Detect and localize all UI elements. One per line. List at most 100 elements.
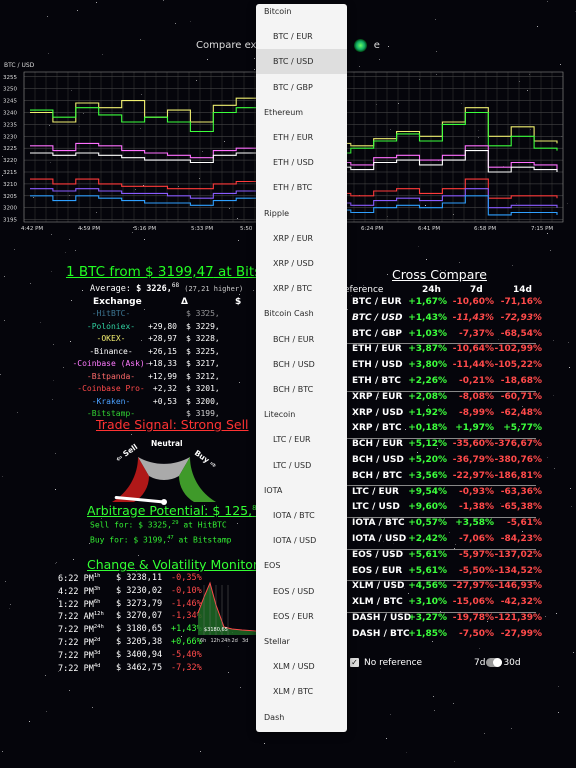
- star: [484, 732, 486, 734]
- menu-option[interactable]: IOTA / USD: [273, 536, 317, 546]
- cross-compare-title: Cross Compare: [392, 267, 487, 282]
- cross-compare-row[interactable]: XRP / EUR +2,08% -8,08% -60,71%: [346, 392, 576, 408]
- star: [478, 136, 480, 138]
- menu-option[interactable]: BCH / USD: [273, 359, 315, 369]
- app-logo-icon[interactable]: [354, 39, 367, 52]
- star: [570, 505, 572, 507]
- vol-price: $ 3400,94: [116, 649, 163, 660]
- cross-compare-row[interactable]: BCH / USD +5,20% -36,79% -380,76%: [346, 455, 576, 471]
- star: [478, 129, 480, 131]
- cc-col-7d[interactable]: 7d: [470, 285, 483, 295]
- menu-option[interactable]: BCH / BTC: [273, 385, 314, 394]
- menu-option[interactable]: BTC / GBP: [273, 82, 313, 92]
- cross-compare-row[interactable]: BTC / GBP +1,03% -7,37% -68,54%: [346, 329, 576, 345]
- cc-pair: LTC / USD: [352, 502, 400, 513]
- period-toggle[interactable]: 7d 30d: [474, 658, 521, 668]
- cc-col-14d[interactable]: 14d: [513, 285, 532, 295]
- arbitrage-sell-text: Sell for: $ 3325,: [90, 520, 172, 530]
- average-note: (27,21 higher): [184, 284, 244, 293]
- gauge-buy-zone: [179, 456, 216, 502]
- menu-option[interactable]: XRP / USD: [273, 259, 314, 268]
- cc-change-24h: +1,43%: [408, 312, 447, 323]
- no-reference-checkbox[interactable]: ✓ No reference: [350, 658, 422, 668]
- exchange-row[interactable]: -Coinbase Pro- +2,32 $ 3201,: [0, 384, 270, 395]
- star: [71, 299, 73, 301]
- exchange-price: $ 3325,: [186, 309, 220, 318]
- x-tick-label: 5:33 PM: [191, 226, 213, 232]
- cc-pair: BCH / USD: [352, 455, 404, 465]
- toggle-switch[interactable]: [486, 658, 503, 667]
- cross-compare-row[interactable]: XRP / USD +1,92% -8,99% -62,48%: [346, 408, 576, 424]
- star: [73, 559, 75, 561]
- menu-option[interactable]: ETH / BTC: [273, 183, 313, 193]
- menu-option[interactable]: LTC / USD: [273, 460, 312, 470]
- star: [1, 156, 3, 158]
- cross-compare-row[interactable]: DASH / USD +3,27% -19,78% -121,39%: [346, 613, 576, 629]
- menu-option[interactable]: XRP / BTC: [273, 284, 313, 294]
- cross-compare-row[interactable]: ETH / USD +3,80% -11,44% -105,22%: [346, 360, 576, 376]
- cross-compare-row[interactable]: LTC / USD +9,60% -1,38% -65,38%: [346, 502, 576, 518]
- cross-compare-row[interactable]: ETH / EUR +3,87% -10,64% -102,99%: [346, 344, 576, 360]
- average-label: Average:: [90, 283, 137, 294]
- cc-change-24h: +2,26%: [408, 376, 447, 386]
- menu-option[interactable]: IOTA / BTC: [273, 511, 315, 520]
- star: [557, 711, 559, 713]
- cross-compare-row[interactable]: XLM / BTC +3,10% -15,06% -42,32%: [346, 597, 576, 613]
- exchange-name: -Poloniex-: [86, 321, 136, 331]
- menu-option[interactable]: BCH / EUR: [273, 334, 315, 344]
- cc-change-14d: -72,93%: [500, 312, 542, 323]
- cc-change-24h: +5,12%: [408, 439, 447, 450]
- cc-col-reference[interactable]: eference: [344, 285, 384, 295]
- cross-compare-row[interactable]: BTC / USD +1,43% -11,43% -72,93%: [346, 313, 576, 329]
- menu-option[interactable]: BTC / EUR: [273, 32, 313, 42]
- vol-mini-label: 2d: [232, 638, 238, 644]
- cross-compare-row[interactable]: LTC / EUR +9,54% -0,93% -63,36%: [346, 487, 576, 503]
- cross-compare-row[interactable]: XRP / BTC +0,18% +1,97% +5,77%: [346, 423, 576, 439]
- cross-compare-row[interactable]: EOS / USD +5,61% -5,97% -137,02%: [346, 550, 576, 566]
- cross-compare-row[interactable]: DASH / BTC +1,85% -7,50% -27,99%: [346, 629, 576, 645]
- cc-change-24h: +5,20%: [408, 455, 447, 465]
- exchange-row[interactable]: -Poloniex- +29,80 $ 3229,: [0, 322, 270, 333]
- cross-compare-row[interactable]: BCH / BTC +3,56% -22,97% -186,81%: [346, 471, 576, 487]
- menu-option[interactable]: ETH / USD: [273, 158, 314, 168]
- exchange-row[interactable]: -Coinbase (Ask)- +18,33 $ 3217,: [0, 359, 270, 370]
- cross-compare-row[interactable]: EOS / EUR +5,61% -5,50% -134,52%: [346, 566, 576, 582]
- menu-option[interactable]: XLM / BTC: [273, 687, 314, 697]
- exchange-row[interactable]: -Kraken- +0,53 $ 3200,: [0, 397, 270, 408]
- toggle-left-label: 7d: [474, 658, 486, 668]
- cross-compare-row[interactable]: IOTA / USD +2,42% -7,06% -84,23%: [346, 534, 576, 550]
- exchange-row[interactable]: -OKEX- +28,97 $ 3228,: [0, 334, 270, 345]
- menu-option[interactable]: ETH / EUR: [273, 133, 314, 142]
- star: [432, 641, 434, 643]
- cc-col-24h[interactable]: 24h: [422, 285, 441, 295]
- checkbox-checkmark-icon[interactable]: ✓: [350, 658, 359, 667]
- cc-change-24h: +5,61%: [408, 549, 447, 560]
- cc-pair: IOTA / USD: [352, 534, 407, 544]
- cc-change-14d: -42,32%: [500, 597, 542, 608]
- exchange-name: -Coinbase Pro-: [77, 384, 145, 393]
- exchange-row[interactable]: -Binance- +26,15 $ 3225,: [0, 347, 270, 358]
- menu-option[interactable]: EOS / EUR: [273, 611, 314, 621]
- pair-dropdown-menu[interactable]: Bitcoin BTC / EUR BTC / USD BTC / GBP Ethere…: [256, 4, 347, 732]
- star: [177, 186, 179, 188]
- cross-compare-row[interactable]: IOTA / BTC +0,57% +3,58% -5,61%: [346, 518, 576, 534]
- cross-compare-row[interactable]: ETH / BTC +2,26% -0,21% -18,68%: [346, 376, 576, 392]
- cc-change-14d: +5,77%: [503, 423, 542, 434]
- cross-compare-row[interactable]: BCH / EUR +5,12% -35,60% -376,67%: [346, 439, 576, 455]
- exchange-row[interactable]: -HitBTC- $ 3325,: [0, 309, 270, 320]
- exchange-row[interactable]: -Bitstamp- $ 3199,: [0, 409, 270, 420]
- cross-compare-row[interactable]: XLM / USD +4,56% -27,97% -146,93%: [346, 581, 576, 597]
- exchange-row[interactable]: -Bitpanda- +12,99 $ 3212,: [0, 372, 270, 383]
- star: [408, 592, 410, 594]
- star: [424, 204, 426, 206]
- best-price-int: 3199,: [157, 264, 197, 280]
- star: [52, 399, 54, 401]
- menu-option[interactable]: XLM / USD: [273, 662, 315, 672]
- star: [1, 174, 3, 176]
- menu-option[interactable]: EOS / USD: [273, 586, 315, 596]
- menu-option[interactable]: BTC / USD: [256, 49, 347, 75]
- menu-option[interactable]: LTC / EUR: [273, 435, 311, 445]
- menu-option[interactable]: XRP / EUR: [273, 233, 314, 243]
- cross-compare-row[interactable]: BTC / EUR +1,67% -10,60% -71,16%: [346, 297, 576, 313]
- star: [68, 194, 70, 196]
